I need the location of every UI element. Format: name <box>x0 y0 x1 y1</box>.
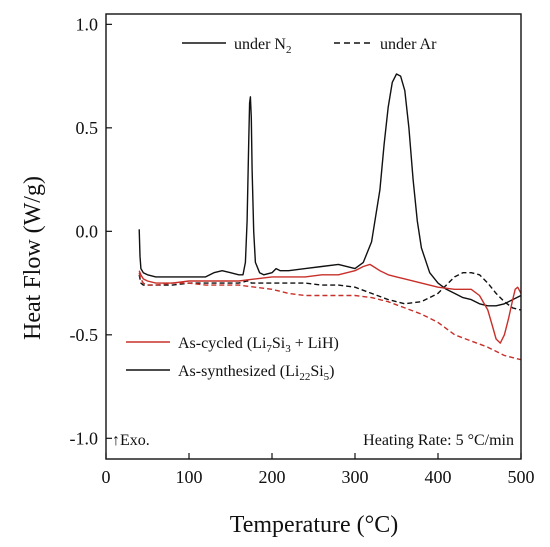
y-tick-label: -0.5 <box>70 325 99 345</box>
series-as-synthesized-n2 <box>138 73 522 307</box>
x-tick-label: 100 <box>176 467 203 487</box>
x-axis-title: Temperature (°C) <box>230 512 399 538</box>
x-tick-label: 200 <box>259 467 286 487</box>
x-tick-label: 500 <box>508 467 535 487</box>
x-tick-label: 300 <box>342 467 369 487</box>
y-tick-label: 1.0 <box>76 14 99 34</box>
series-layer <box>138 73 522 361</box>
y-tick-label: 0.0 <box>76 221 99 241</box>
atmosphere-legend: under N2 under Ar <box>182 36 437 56</box>
sample-legend: As-cycled (Li7Si3 + LiH) As-synthesized … <box>126 335 339 383</box>
y-tick-label: -1.0 <box>70 428 99 448</box>
series-as-synthesized-ar <box>138 272 522 311</box>
plot-frame <box>105 13 522 460</box>
legend-as-cycled-label: As-cycled (Li7Si3 + LiH) <box>178 335 339 355</box>
x-tick-label: 0 <box>102 467 111 487</box>
series-as-cycled-n2 <box>138 263 522 344</box>
legend-as-synthesized-label: As-synthesized (Li22Si5) <box>178 363 334 383</box>
y-axis-title: Heat Flow (W/g) <box>20 176 46 340</box>
exo-annotation: ↑Exo. <box>112 432 150 449</box>
legend-n2-label: under N2 <box>234 36 291 56</box>
legend-ar-label: under Ar <box>380 36 437 53</box>
x-tick-label: 400 <box>425 467 452 487</box>
heating-rate-annotation: Heating Rate: 5 °C/min <box>363 432 514 449</box>
y-tick-label: 0.5 <box>76 118 99 138</box>
ticks-layer: 0 100 200 300 400 500 -1.0 -0.5 0.0 0.5 1.0 <box>70 14 535 487</box>
